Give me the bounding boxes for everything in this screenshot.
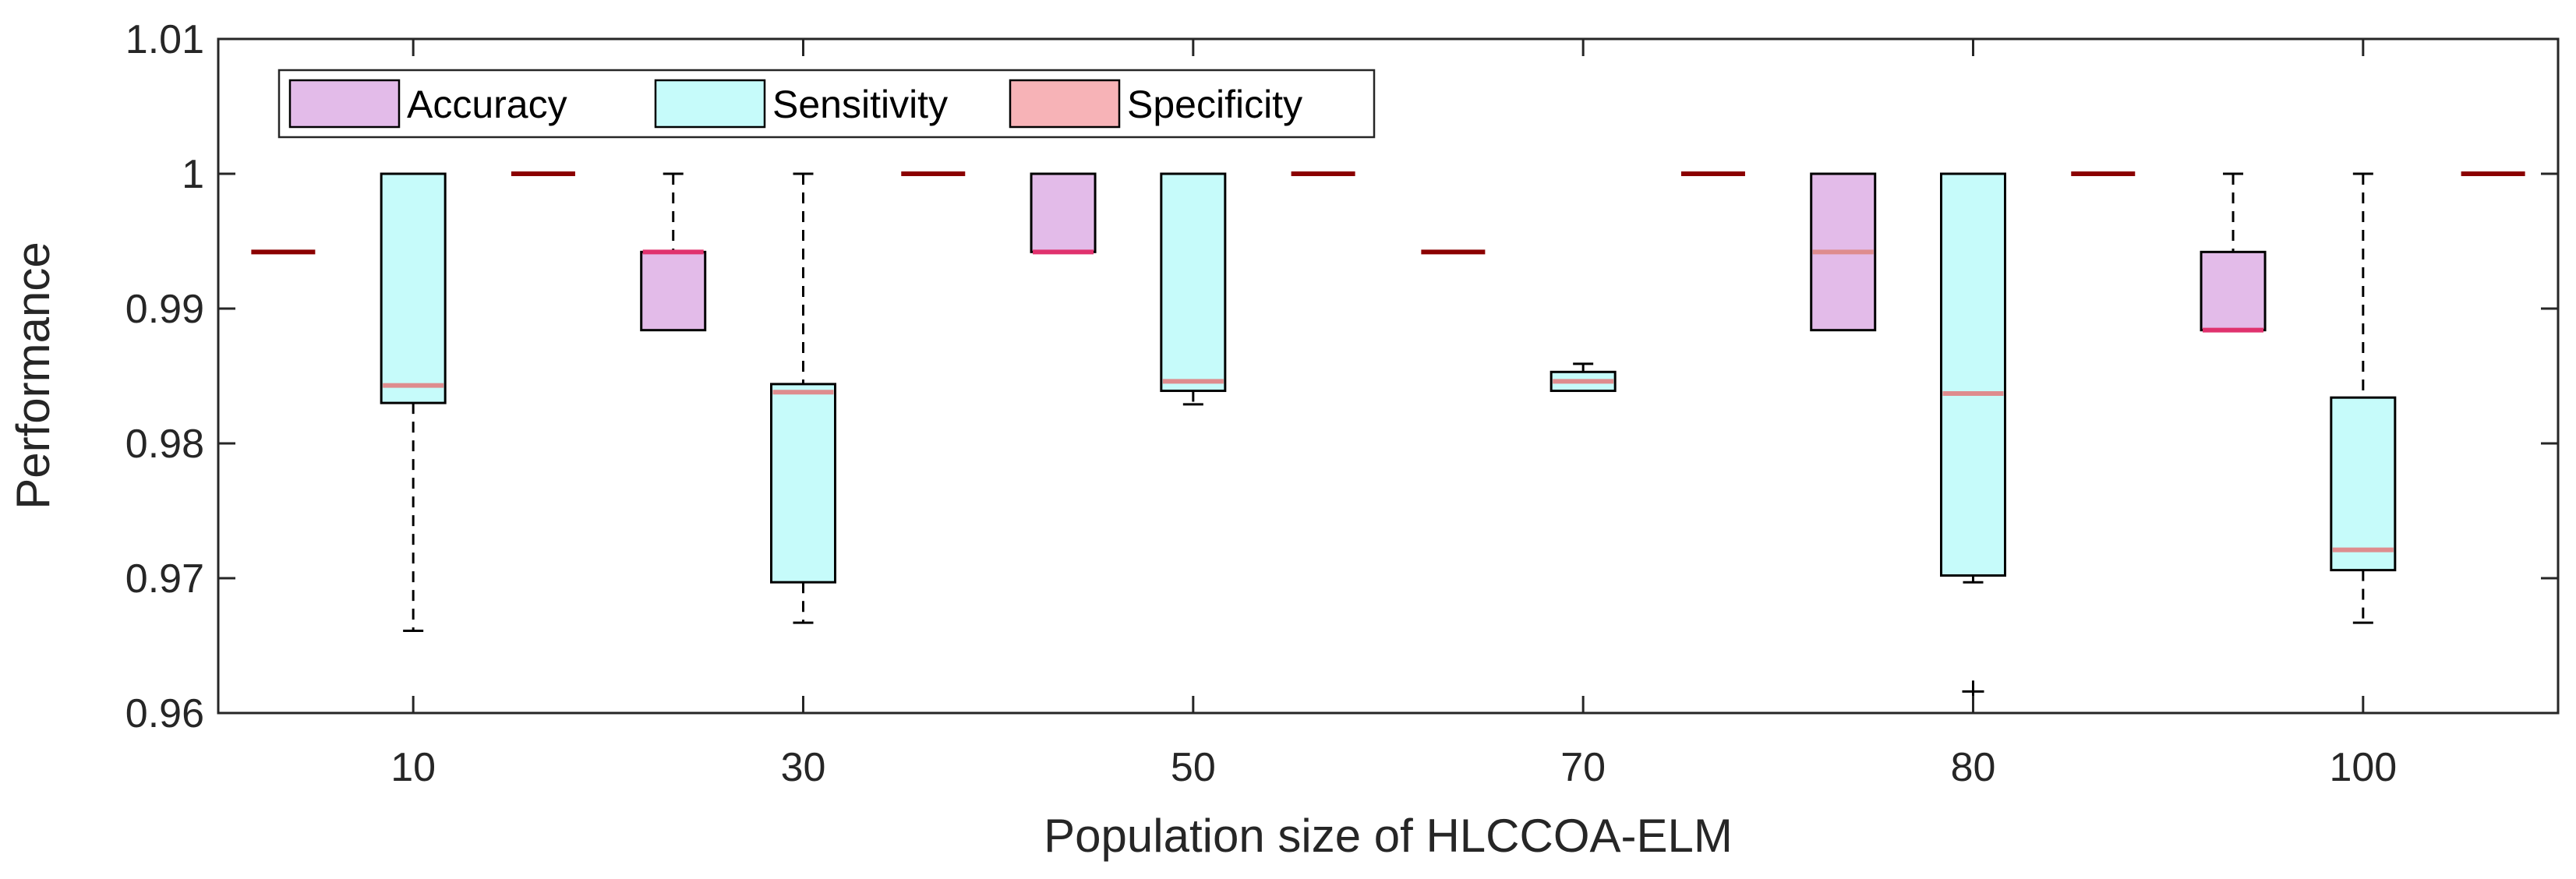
box-sensitivity-80 [1940,172,2006,703]
legend-label-specificity: Specificity [1127,83,1302,126]
legend: Accuracy Sensitivity Specificity [277,69,1376,139]
x-axis-label: Population size of HLCCOA-ELM [1044,810,1733,862]
box-accuracy-100 [2200,172,2267,333]
plot-area-frame [217,37,2560,715]
legend-label-sensitivity: Sensitivity [772,83,948,126]
box-body [770,383,836,584]
x-tick-label: 80 [1951,745,1996,790]
box-body [1160,172,1227,393]
box-body [1030,172,1097,253]
y-tick-label: 0.97 [125,556,204,602]
y-tick-label: 1 [182,152,204,197]
x-tick-label: 100 [2329,745,2397,790]
box-accuracy-30 [640,172,707,332]
legend-swatch-sensitivity [654,79,766,129]
box-sensitivity-100 [2330,172,2397,624]
box-body [640,250,707,332]
legend-swatch-accuracy [288,79,401,129]
box-body [380,172,447,404]
y-axis-label: Performance [7,242,59,509]
box-sensitivity-10 [380,172,447,632]
legend-label-accuracy: Accuracy [407,83,567,126]
y-tick-label: 0.96 [125,691,204,736]
box-sensitivity-70 [1549,362,1617,393]
y-tick-label: 0.98 [125,422,204,467]
box-sensitivity-50 [1160,172,1227,406]
box-accuracy-50 [1030,172,1097,255]
y-tick-label: 0.99 [125,287,204,332]
legend-box [277,69,1376,139]
x-tick-label: 30 [781,745,826,790]
x-axis: 10 30 50 70 80 100 [390,39,2397,790]
box-body [2200,250,2267,332]
box-body [1940,172,2006,577]
x-tick-label: 50 [1171,745,1216,790]
x-tick-label: 70 [1560,745,1606,790]
y-tick-label: 1.01 [125,17,204,62]
y-axis: 0.96 0.97 0.98 0.99 1 1.01 [125,17,2558,736]
box-sensitivity-30 [770,172,836,624]
box-accuracy-80 [1810,172,1877,332]
box-body [2330,396,2397,572]
x-tick-label: 10 [390,745,436,790]
plot-marks [251,171,2525,703]
legend-swatch-specificity [1009,79,1121,129]
